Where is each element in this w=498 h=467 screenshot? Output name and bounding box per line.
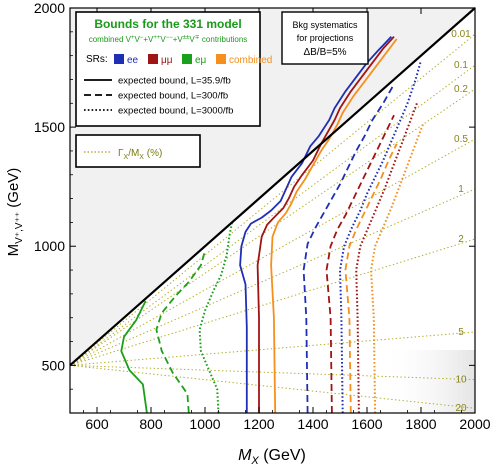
series-line [325, 114, 395, 413]
width-legend: ΓX/MX (%) [75, 134, 201, 168]
width-contour-line [70, 64, 475, 366]
background-shade [380, 350, 475, 413]
legend-line-entries: expected bound, L=35.9/fb expected bound,… [84, 76, 233, 117]
systematics-line-3: ΔB/B=5% [303, 47, 346, 58]
width-label-group: 0.01 0.1 0.2 0.5 1 2 5 10 20 [451, 29, 471, 414]
y-tick-label: 1500 [34, 119, 65, 135]
x-tick-label: 1600 [351, 416, 382, 432]
x-tick-label: 1200 [243, 416, 274, 432]
y-tick-label: 2000 [34, 0, 65, 16]
legend-sr-swatch [182, 54, 192, 64]
systematics-line-1: Bkg systematics [292, 20, 358, 30]
x-axis-label: MX (GeV) [238, 447, 306, 467]
width-contour-label: 0.01 [451, 29, 471, 40]
x-tick-label: 600 [85, 416, 109, 432]
series-line [270, 38, 398, 413]
y-tick-label: 1000 [34, 238, 65, 254]
legend-line-label: expected bound, L=35.9/fb [118, 76, 231, 87]
legend-line-label: expected bound, L=300/fb [118, 91, 228, 102]
width-contour-label: 2 [458, 234, 464, 245]
x-tick-label: 2000 [459, 416, 490, 432]
legend-sr-label: μμ [161, 55, 173, 66]
width-legend-box [75, 134, 201, 168]
systematics-line-2: for projections [297, 33, 354, 43]
x-tick-label: 1400 [297, 416, 328, 432]
legend-sr-label: combined [229, 55, 272, 66]
x-tick-label: 1800 [405, 416, 436, 432]
legend-sr-swatches: ee μμ eμ combined [114, 54, 272, 66]
width-contour-label: 0.5 [454, 134, 468, 145]
series-group [120, 35, 425, 413]
legend-line-label: expected bound, L=3000/fb [118, 106, 233, 117]
y-tick-label: 500 [42, 357, 66, 373]
width-contour-label: 10 [455, 375, 467, 386]
series-line [355, 102, 418, 413]
width-contour-line [70, 331, 475, 366]
systematics-box: Bkg systematics for projections ΔB/B=5% [281, 11, 369, 65]
series-line [239, 35, 392, 413]
x-tick-label: 800 [139, 416, 163, 432]
series-line [339, 60, 422, 413]
axis-ticks: 600 800 1000 1200 1400 1600 1800 20005001000150… [34, 0, 491, 432]
width-legend-label: ΓX/MX (%) [118, 148, 162, 161]
series-line [370, 122, 425, 413]
width-contour-label: 20 [455, 403, 467, 414]
series-line [256, 35, 395, 413]
legend-sr-swatch [148, 54, 158, 64]
diagonal-boundary-line [69, 7, 476, 367]
x-tick-label: 1000 [189, 416, 220, 432]
width-contour-line [70, 238, 475, 366]
width-contour-line [70, 364, 475, 381]
legend-title: Bounds for the 331 model [94, 17, 241, 31]
series-line [302, 83, 395, 413]
width-contour-label: 0.1 [454, 60, 468, 71]
width-contour-label: 0.2 [454, 84, 468, 95]
legend-sr-label: ee [127, 55, 139, 66]
legend-subtitle: combined V+V−+V++V−−+V±±V∓ contributions [89, 35, 248, 44]
width-contour-line [70, 364, 475, 409]
systematics-frame [281, 11, 369, 65]
series-line [198, 222, 233, 413]
width-contour-label: 1 [458, 184, 464, 195]
y-axis-label: MV⁺,V⁺⁺ (GeV) [5, 168, 25, 257]
legend-srs-label: SRs: [86, 54, 108, 65]
legend: Bounds for the 331 model combined V+V−+V… [75, 11, 272, 127]
legend-sr-swatch [114, 54, 124, 64]
series-line [155, 250, 206, 413]
legend-sr-swatch [216, 54, 226, 64]
series-line [120, 300, 148, 413]
width-contour-label: 5 [458, 327, 464, 338]
legend-sr-label: eμ [195, 55, 207, 66]
legend-box [75, 11, 261, 127]
